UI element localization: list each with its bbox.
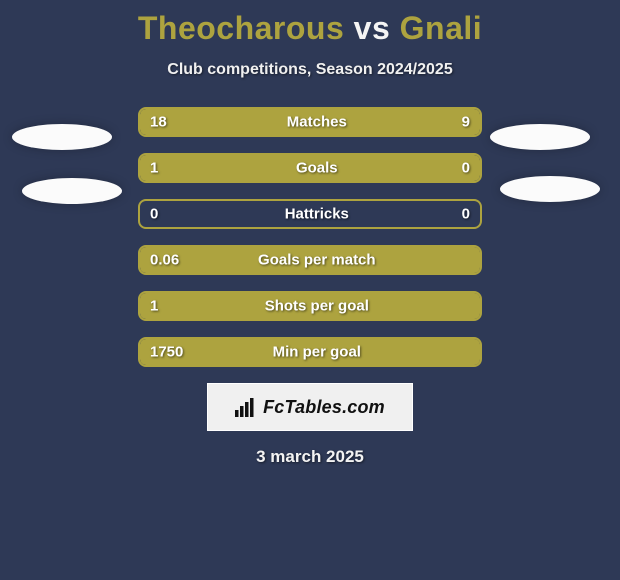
stat-row: 18 9 Matches <box>138 107 482 137</box>
stat-label: Min per goal <box>273 344 361 361</box>
page-title: Theocharous vs Gnali <box>0 0 620 47</box>
stat-right-value: 0 <box>462 160 470 177</box>
stat-label: Shots per goal <box>265 298 369 315</box>
subtitle: Club competitions, Season 2024/2025 <box>0 61 620 79</box>
player1-name: Theocharous <box>138 10 344 46</box>
stat-row: 0.06 Goals per match <box>138 245 482 275</box>
stat-right-value: 9 <box>462 114 470 131</box>
bar-fill-left <box>140 155 398 181</box>
stat-row: 0 0 Hattricks <box>138 199 482 229</box>
brand-box: FcTables.com <box>207 383 413 431</box>
stat-label: Matches <box>287 114 347 131</box>
bar-chart-icon <box>235 397 257 417</box>
stat-row: 1750 Min per goal <box>138 337 482 367</box>
decorative-ellipse <box>22 178 122 204</box>
brand-text: FcTables.com <box>263 397 385 418</box>
stat-label: Hattricks <box>285 206 349 223</box>
title-vs: vs <box>354 10 391 46</box>
decorative-ellipse <box>500 176 600 202</box>
stat-label: Goals per match <box>258 252 376 269</box>
stat-right-value: 0 <box>462 206 470 223</box>
stat-left-value: 0.06 <box>150 252 179 269</box>
stat-left-value: 1 <box>150 298 158 315</box>
stat-row: 1 Shots per goal <box>138 291 482 321</box>
stat-left-value: 0 <box>150 206 158 223</box>
decorative-ellipse <box>12 124 112 150</box>
stat-row: 1 0 Goals <box>138 153 482 183</box>
date-text: 3 march 2025 <box>0 447 620 467</box>
stat-left-value: 1750 <box>150 344 183 361</box>
decorative-ellipse <box>490 124 590 150</box>
stat-left-value: 1 <box>150 160 158 177</box>
player2-name: Gnali <box>400 10 483 46</box>
stat-label: Goals <box>296 160 338 177</box>
stat-left-value: 18 <box>150 114 167 131</box>
